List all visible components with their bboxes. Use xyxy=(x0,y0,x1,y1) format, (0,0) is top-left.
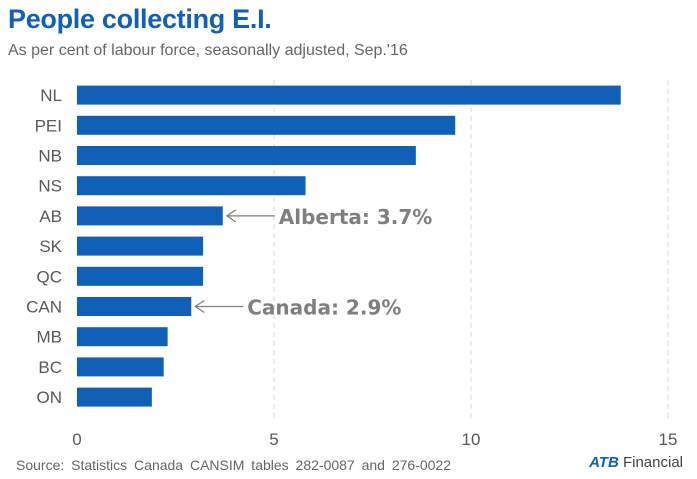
x-tick-label-15: 15 xyxy=(659,430,678,449)
logo-brand: ATB xyxy=(589,454,619,471)
bar-nb xyxy=(77,146,416,165)
bar-nl xyxy=(77,85,621,105)
x-tick-label-0: 0 xyxy=(72,430,81,449)
category-label-can: CAN xyxy=(26,298,62,317)
annotations: Alberta: 3.7% Canada: 2.9% xyxy=(194,205,433,320)
logo-suffix: Financial xyxy=(622,454,683,471)
category-label-pei: PEI xyxy=(35,116,62,135)
bar-on xyxy=(77,387,152,407)
atb-financial-logo: ATB Financial xyxy=(589,454,683,471)
source-note: Source: Statistics Canada CANSIM tables … xyxy=(16,457,452,473)
bars xyxy=(77,85,621,407)
x-tick-labels: 0 5 10 15 xyxy=(72,430,677,449)
category-label-on: ON xyxy=(37,388,63,407)
bar-sk xyxy=(77,236,204,256)
annotation-ab: Alberta: 3.7% xyxy=(225,205,433,229)
category-label-ab: AB xyxy=(39,207,62,226)
annotation-label: Canada: 2.9% xyxy=(247,296,401,320)
x-tick-label-10: 10 xyxy=(462,430,481,449)
x-tick-label-5: 5 xyxy=(269,430,278,449)
bar-ab xyxy=(77,206,223,226)
chart-title: People collecting E.I. xyxy=(8,4,272,34)
bar-pei xyxy=(77,115,456,135)
bar-mb xyxy=(77,327,168,347)
chart-subtitle: As per cent of labour force, seasonally … xyxy=(8,42,408,59)
gridlines xyxy=(273,80,669,418)
arrow-head-icon xyxy=(225,209,237,223)
bar-bc xyxy=(77,357,164,377)
annotation-can: Canada: 2.9% xyxy=(194,296,401,320)
bar-ns xyxy=(77,176,306,196)
category-label-ns: NS xyxy=(38,177,62,196)
bar-qc xyxy=(77,266,204,286)
category-label-nl: NL xyxy=(40,86,62,105)
bar-can xyxy=(77,297,192,316)
category-labels: NL PEI NB NS AB SK QC CAN MB BC ON xyxy=(26,86,63,407)
category-label-mb: MB xyxy=(37,328,63,347)
category-label-nb: NB xyxy=(38,147,62,166)
category-label-bc: BC xyxy=(38,358,62,377)
category-label-qc: QC xyxy=(37,267,63,286)
category-label-sk: SK xyxy=(39,237,62,256)
annotation-label: Alberta: 3.7% xyxy=(279,205,433,229)
arrow-head-icon xyxy=(194,300,205,313)
